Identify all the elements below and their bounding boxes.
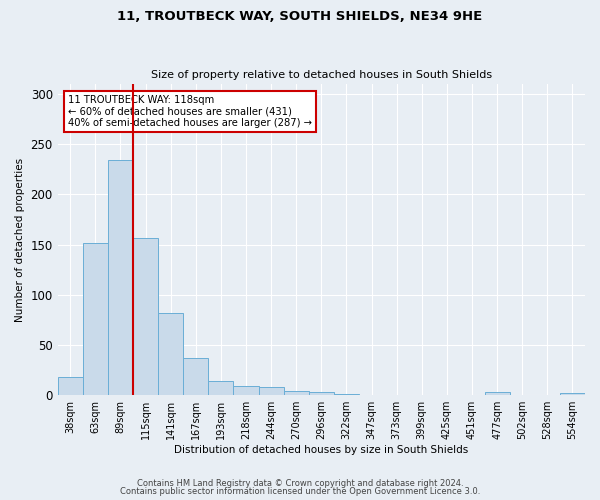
Bar xyxy=(560,393,585,395)
Title: Size of property relative to detached houses in South Shields: Size of property relative to detached ho… xyxy=(151,70,492,81)
Y-axis label: Number of detached properties: Number of detached properties xyxy=(15,158,25,322)
Bar xyxy=(309,392,334,395)
Bar xyxy=(108,160,133,395)
Bar xyxy=(58,377,83,395)
Bar xyxy=(284,391,309,395)
Bar xyxy=(259,387,284,395)
Bar xyxy=(233,386,259,395)
Bar xyxy=(183,358,208,395)
Text: Contains HM Land Registry data © Crown copyright and database right 2024.: Contains HM Land Registry data © Crown c… xyxy=(137,478,463,488)
Text: Contains public sector information licensed under the Open Government Licence 3.: Contains public sector information licen… xyxy=(120,487,480,496)
Bar xyxy=(334,394,359,395)
Text: 11 TROUTBECK WAY: 118sqm
← 60% of detached houses are smaller (431)
40% of semi-: 11 TROUTBECK WAY: 118sqm ← 60% of detach… xyxy=(68,95,312,128)
Bar xyxy=(133,238,158,395)
X-axis label: Distribution of detached houses by size in South Shields: Distribution of detached houses by size … xyxy=(174,445,469,455)
Text: 11, TROUTBECK WAY, SOUTH SHIELDS, NE34 9HE: 11, TROUTBECK WAY, SOUTH SHIELDS, NE34 9… xyxy=(118,10,482,23)
Bar xyxy=(83,242,108,395)
Bar xyxy=(208,381,233,395)
Bar xyxy=(485,392,509,395)
Bar xyxy=(158,313,183,395)
